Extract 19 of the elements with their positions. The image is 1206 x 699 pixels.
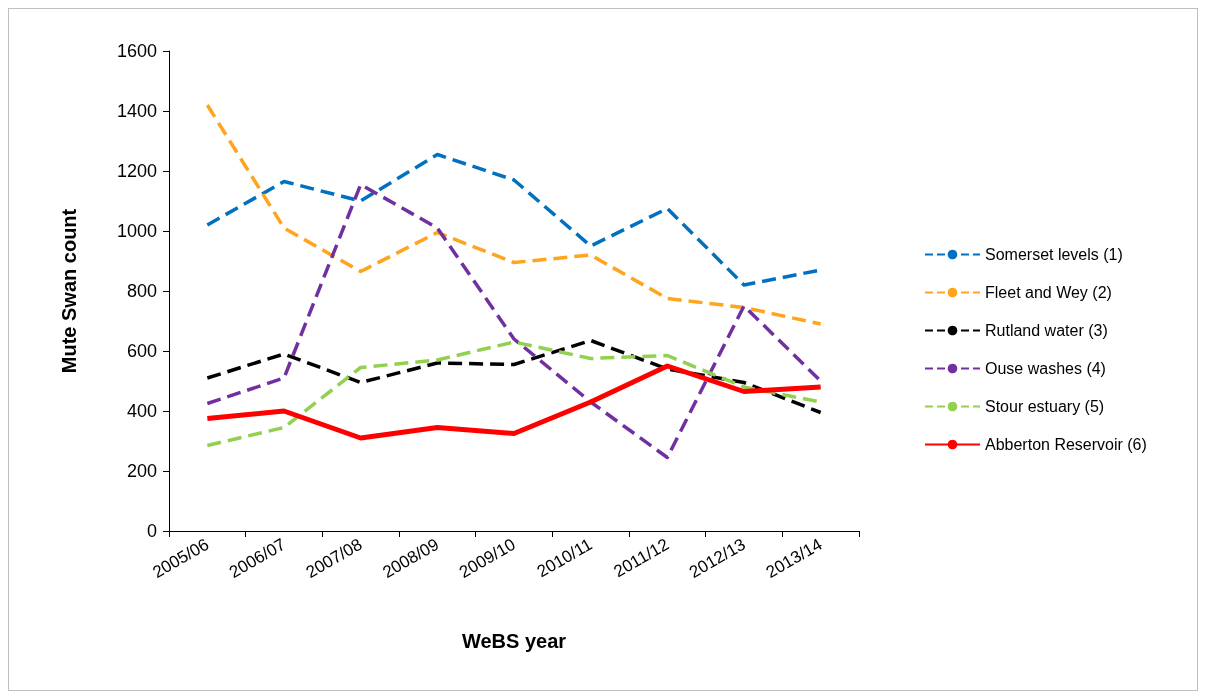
y-tick-label: 1600 — [116, 41, 157, 61]
legend-label: Fleet and Wey (2) — [985, 284, 1112, 301]
y-axis-title: Mute Swan count — [58, 208, 80, 374]
legend-label: Ouse washes (4) — [985, 360, 1106, 377]
y-tick-label: 1400 — [116, 101, 157, 121]
legend-label: Somerset levels (1) — [985, 246, 1123, 263]
x-axis-title: WeBS year — [461, 630, 567, 652]
legend-label: Stour estuary (5) — [985, 398, 1105, 415]
y-tick-label: 1000 — [116, 221, 157, 241]
legend-label: Rutland water (3) — [985, 322, 1108, 339]
line-series — [205, 103, 823, 326]
y-tick-label: 1200 — [116, 161, 157, 181]
y-tick-label: 400 — [126, 401, 157, 421]
y-tick-label: 0 — [146, 521, 157, 541]
legend-label: Abberton Reservoir (6) — [985, 436, 1147, 453]
y-tick-label: 800 — [126, 281, 157, 301]
line-series — [205, 338, 823, 415]
y-tick-label: 600 — [126, 341, 157, 361]
y-tick-label: 200 — [126, 461, 157, 481]
